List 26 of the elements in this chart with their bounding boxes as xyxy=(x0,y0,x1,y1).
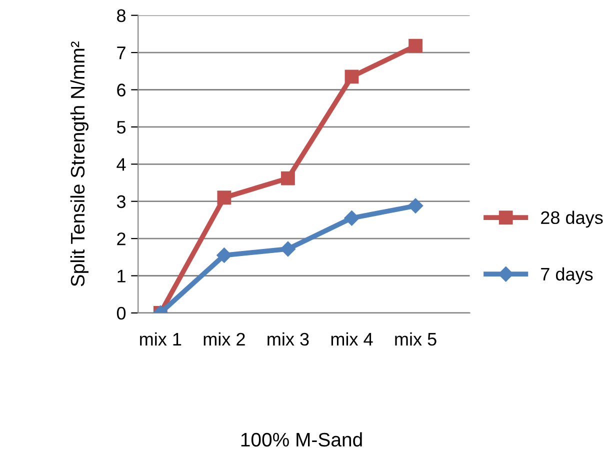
y-tick-label: 3 xyxy=(116,195,126,208)
x-tick-label: mix 4 xyxy=(331,332,373,346)
point xyxy=(408,38,422,53)
point xyxy=(216,248,232,263)
x-tick-label: mix 2 xyxy=(204,332,245,346)
y-tick-label: 5 xyxy=(116,121,126,134)
y-tick-label: 6 xyxy=(117,84,126,96)
x-tick-label: mix 3 xyxy=(268,332,309,346)
y-tick-label: 0 xyxy=(116,306,126,320)
x-tick-label: mix 1 xyxy=(140,332,182,346)
y-tick-label: 7 xyxy=(117,46,126,60)
y-axis-title: Split Tensile Strength N/mm² xyxy=(70,41,88,286)
point xyxy=(344,210,360,226)
y-tick-label: 1 xyxy=(118,270,126,282)
y-tick-label: 4 xyxy=(116,158,126,171)
x-axis-title: 100% M-Sand xyxy=(241,432,362,447)
legend-label: 28 days xyxy=(541,210,603,228)
x-tick-label: mix 5 xyxy=(395,332,436,346)
point xyxy=(281,171,295,186)
point xyxy=(217,190,232,205)
point xyxy=(280,241,296,257)
point xyxy=(344,70,359,84)
y-tick-label: 2 xyxy=(117,232,126,246)
y-tick-label: 8 xyxy=(117,9,126,22)
point xyxy=(408,198,424,214)
legend-label: 7 days xyxy=(541,267,593,284)
